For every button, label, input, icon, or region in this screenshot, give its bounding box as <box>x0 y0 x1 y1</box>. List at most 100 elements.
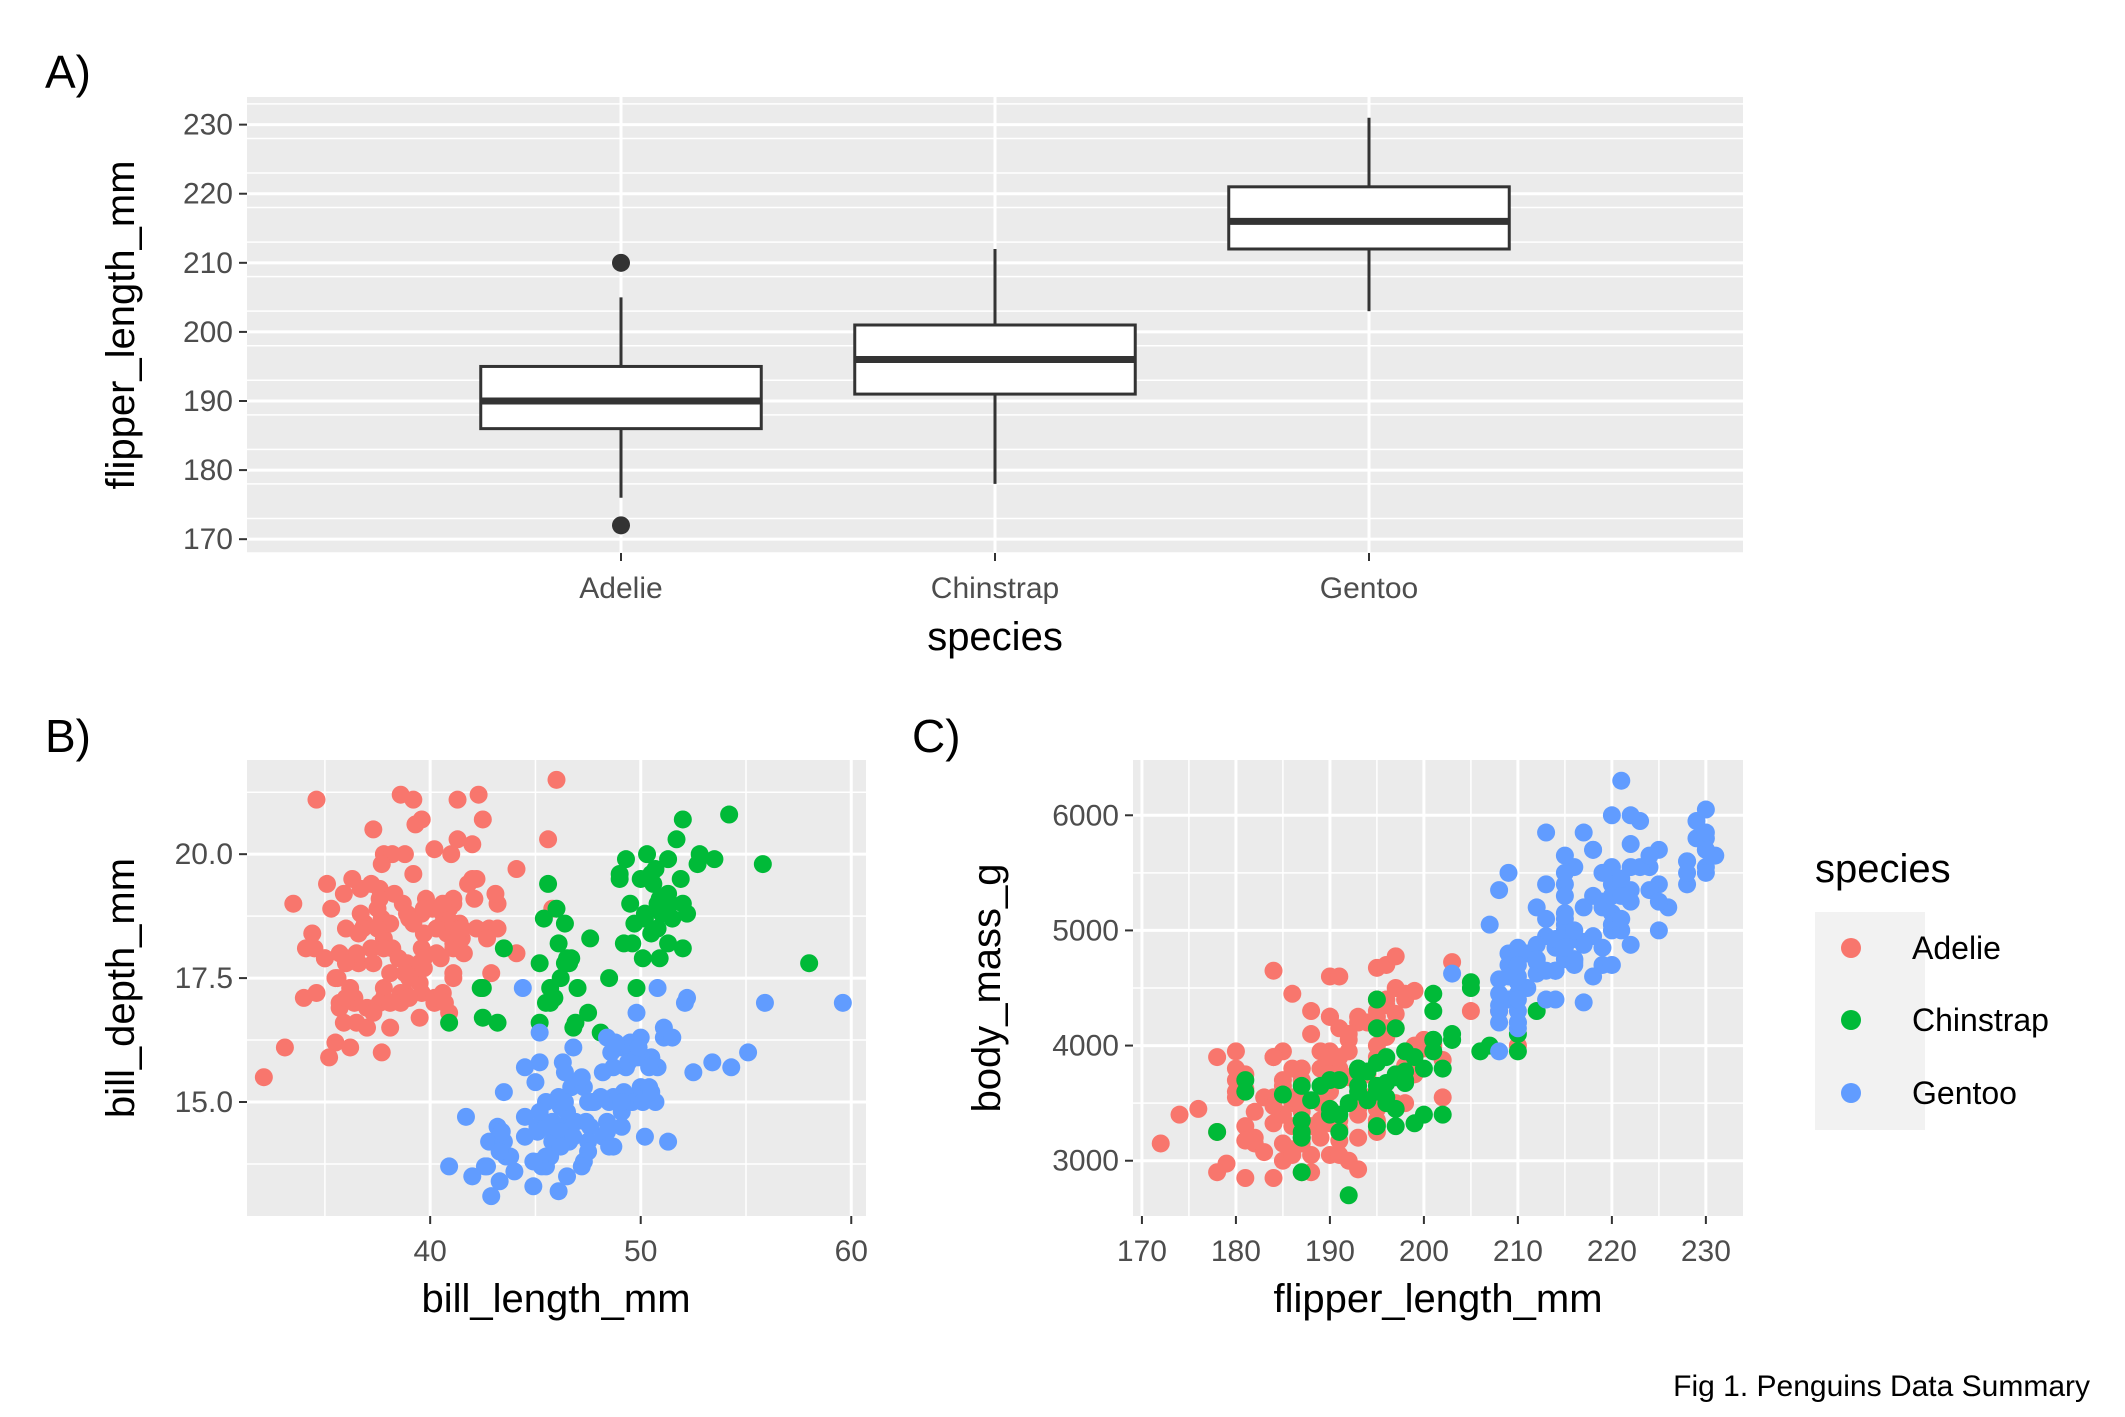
data-point <box>564 1127 583 1146</box>
data-point <box>1367 990 1386 1009</box>
data-point <box>1443 964 1462 983</box>
data-point <box>343 869 362 888</box>
data-point <box>663 909 682 928</box>
data-point <box>1490 881 1509 900</box>
data-point <box>833 993 852 1012</box>
data-point <box>374 939 393 958</box>
data-point <box>358 1018 377 1037</box>
panel-a-x-title: species <box>927 615 1063 659</box>
data-point <box>690 845 709 864</box>
data-point <box>515 1107 534 1126</box>
data-point <box>1508 1042 1527 1061</box>
data-point <box>1612 909 1631 928</box>
data-point <box>1320 1007 1339 1026</box>
data-point <box>1349 1128 1368 1147</box>
data-point <box>374 979 393 997</box>
data-point <box>1433 1105 1452 1124</box>
data-point <box>640 1058 659 1077</box>
x-tick-label: 180 <box>1211 1235 1261 1268</box>
y-tick-label: 4000 <box>1052 1030 1119 1063</box>
data-point <box>1292 1163 1311 1182</box>
data-point <box>1302 1091 1321 1110</box>
boxplot-adelie <box>479 253 763 535</box>
data-point <box>1226 1042 1245 1061</box>
data-point <box>1358 1091 1377 1110</box>
data-point <box>1208 1122 1227 1141</box>
data-point <box>1461 1002 1480 1021</box>
data-point <box>364 1003 383 1022</box>
data-point <box>1574 823 1593 842</box>
data-point <box>1537 875 1556 894</box>
panel-a-tag: A) <box>45 46 91 98</box>
panel-b-y-axis: 15.0 17.5 20.0 <box>175 838 247 1119</box>
data-point <box>648 979 667 997</box>
data-point <box>442 845 461 864</box>
data-point <box>1292 1076 1311 1095</box>
data-point <box>1302 1145 1321 1164</box>
data-point <box>1302 1002 1321 1021</box>
data-point <box>1612 886 1631 905</box>
data-point <box>1555 886 1574 905</box>
data-point <box>275 1038 294 1057</box>
data-point <box>610 865 629 883</box>
legend: species Adelie Chinstrap Gentoo <box>1815 847 2049 1130</box>
data-point <box>555 914 574 933</box>
data-point <box>1320 1105 1339 1124</box>
data-point <box>1574 935 1593 954</box>
data-point <box>539 830 558 849</box>
panel-a: A) 170 180 190 200 210 220 230 Adelie Chinstrap… <box>45 46 1743 659</box>
data-point <box>448 790 467 809</box>
data-point <box>1593 863 1612 882</box>
panel-b: B) 15.0 17.5 20.0 40 50 60 bill_length_mm bi… <box>45 710 868 1321</box>
panel-c-points <box>1151 771 1725 1205</box>
data-point <box>1386 947 1405 966</box>
data-point <box>1264 961 1283 980</box>
panel-a-y-axis: 170 180 190 200 210 220 230 <box>183 109 247 556</box>
data-point <box>684 1063 703 1082</box>
data-point <box>1696 823 1715 842</box>
data-point <box>606 1033 625 1052</box>
data-point <box>524 1177 543 1196</box>
data-point <box>1640 846 1659 865</box>
x-tick-label: 60 <box>835 1235 868 1268</box>
data-point <box>1151 1134 1170 1153</box>
data-point <box>1527 898 1546 917</box>
x-tick-label: 200 <box>1399 1235 1449 1268</box>
data-point <box>612 1117 631 1136</box>
data-point <box>1367 1053 1386 1072</box>
data-point <box>1208 1048 1227 1067</box>
data-point <box>549 934 568 953</box>
data-point <box>414 949 433 968</box>
data-point <box>703 1053 722 1072</box>
data-point <box>1386 1117 1405 1136</box>
data-point <box>753 855 772 874</box>
series-chinstrap <box>1208 944 1546 1205</box>
data-point <box>364 820 383 839</box>
data-point <box>1433 1059 1452 1078</box>
x-tick-label: 220 <box>1587 1235 1637 1268</box>
data-point <box>1499 863 1518 882</box>
data-point <box>1621 806 1640 825</box>
data-point <box>1330 1122 1349 1141</box>
data-point <box>1612 771 1631 790</box>
data-point <box>1584 886 1603 905</box>
data-point <box>1574 993 1593 1012</box>
data-point <box>440 1157 459 1176</box>
data-point <box>326 1033 345 1052</box>
data-point <box>1480 915 1499 934</box>
data-point <box>1311 1076 1330 1095</box>
data-point <box>564 1018 583 1037</box>
data-point <box>372 1043 391 1062</box>
data-point <box>381 1018 400 1037</box>
data-point <box>581 929 600 948</box>
legend-title: species <box>1815 847 1951 891</box>
data-point <box>395 964 414 983</box>
data-point <box>1236 1131 1255 1150</box>
data-point <box>1612 869 1631 888</box>
data-point <box>507 860 526 879</box>
data-point <box>1555 938 1574 957</box>
y-tick-label: 3000 <box>1052 1145 1119 1178</box>
data-point <box>1386 1099 1405 1118</box>
data-point <box>364 954 383 973</box>
x-tick-label: 170 <box>1117 1235 1167 1268</box>
